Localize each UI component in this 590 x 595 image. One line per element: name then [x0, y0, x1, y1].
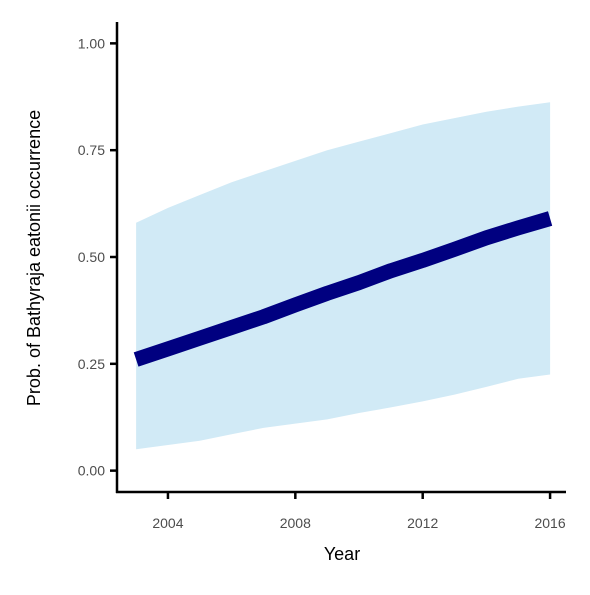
- y-tick-label: 0.75: [78, 142, 105, 158]
- prediction-line: [133, 211, 553, 367]
- confidence-band: [136, 102, 551, 450]
- x-tick-label: 2016: [534, 515, 565, 531]
- x-axis-title: Year: [324, 544, 360, 564]
- x-tick-label: 2004: [152, 515, 183, 531]
- y-tick-label: 0.25: [78, 356, 105, 372]
- x-tick-label: 2008: [280, 515, 311, 531]
- y-tick-label: 0.00: [78, 463, 105, 479]
- confidence-band-layer: [136, 102, 551, 450]
- ticks-layer: 0.00 0.25 0.50 0.75 1.00 2004 2008 2012 2016: [78, 35, 566, 531]
- y-tick-label: 0.50: [78, 249, 105, 265]
- x-tick-label: 2012: [407, 515, 438, 531]
- y-tick-label: 1.00: [78, 35, 105, 51]
- prediction-line-layer: [133, 211, 553, 367]
- y-axis-title: Prob. of Bathyraja eatonii occurrence: [24, 110, 44, 406]
